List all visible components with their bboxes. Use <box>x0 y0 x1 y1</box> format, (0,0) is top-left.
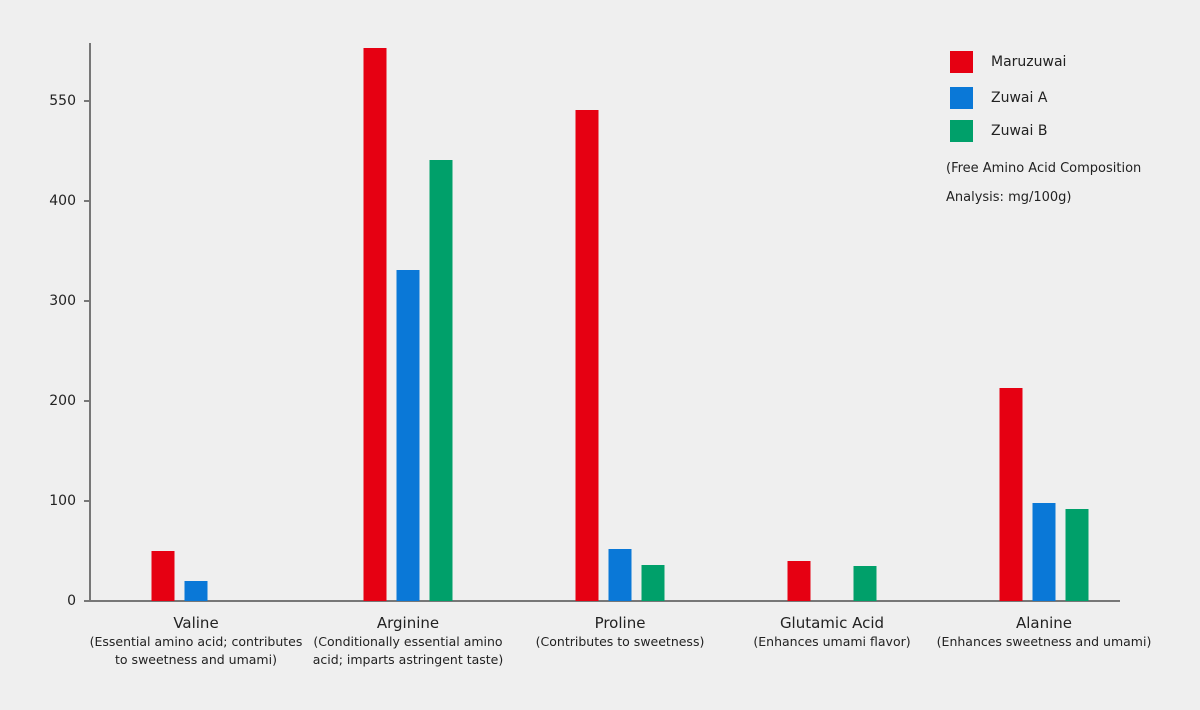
bar <box>429 160 453 601</box>
bar <box>363 48 387 601</box>
legend-swatch <box>950 51 973 73</box>
x-tick-label: Valine <box>173 614 219 632</box>
y-tick-label: 400 <box>49 193 76 209</box>
legend-label: Maruzuwai <box>991 54 1066 70</box>
x-tick-description: (Conditionally essential amino acid; imp… <box>312 634 504 667</box>
x-tick-label: Arginine <box>376 614 440 632</box>
x-tick-label: Proline <box>594 614 646 632</box>
bar <box>151 551 175 601</box>
chart-note: (Free Amino Acid Composition Analysis: m… <box>946 161 1142 205</box>
bar <box>396 270 420 601</box>
bar <box>575 110 599 601</box>
x-tick-description: (Essential amino acid; contributes to sw… <box>89 634 303 667</box>
bar <box>641 565 665 601</box>
bar <box>608 549 632 601</box>
bar <box>999 388 1023 601</box>
legend-label: Zuwai A <box>991 90 1048 106</box>
legend-swatch <box>950 87 973 109</box>
bar <box>787 561 811 601</box>
legend-swatch <box>950 120 973 142</box>
bar <box>853 566 877 601</box>
bar <box>184 581 208 601</box>
x-tick-description: (Contributes to sweetness) <box>535 634 705 649</box>
y-tick-label: 100 <box>49 493 76 509</box>
y-tick-label: 300 <box>49 293 76 309</box>
bar <box>1032 503 1056 601</box>
x-tick-description: (Enhances sweetness and umami) <box>936 634 1152 649</box>
x-tick-label: Alanine <box>1015 614 1073 632</box>
bar <box>1065 509 1089 601</box>
y-tick-label: 550 <box>49 93 76 109</box>
y-tick-label: 0 <box>67 593 76 609</box>
y-tick-label: 200 <box>49 393 76 409</box>
legend-label: Zuwai B <box>991 123 1047 139</box>
x-tick-description: (Enhances umami flavor) <box>753 634 911 649</box>
x-tick-label: Glutamic Acid <box>779 614 885 632</box>
